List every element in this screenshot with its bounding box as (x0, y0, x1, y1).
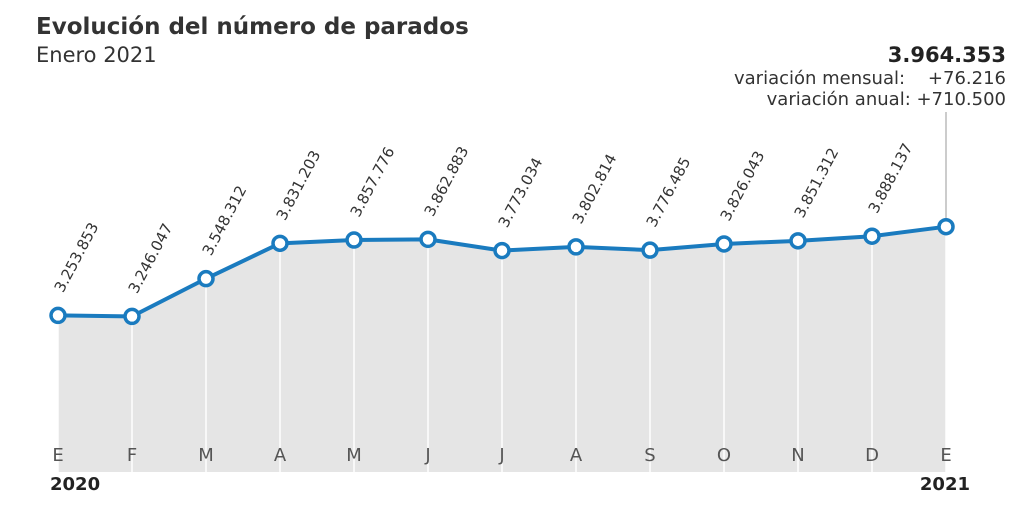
data-point (567, 238, 585, 256)
x-tick-label: D (865, 445, 879, 466)
data-point (937, 217, 955, 236)
data-label: 3.826.043 (717, 148, 769, 224)
x-tick-label: A (570, 445, 583, 466)
x-tick-label: M (198, 445, 214, 466)
x-tick-label: E (940, 445, 951, 466)
x-tick-label: E (52, 445, 63, 466)
year-label-end: 2021 (920, 474, 970, 495)
data-label: 3.831.203 (273, 147, 325, 223)
x-tick-label: J (498, 445, 504, 466)
data-point (419, 230, 437, 249)
x-tick-label: O (717, 445, 731, 466)
x-tick-label: A (274, 445, 287, 466)
chart-subtitle: Enero 2021 (36, 43, 157, 67)
data-label: 3.776.485 (643, 154, 695, 230)
data-point (863, 227, 881, 245)
annual-variation-label: variación anual: +710.500 (766, 89, 1006, 110)
year-label-start: 2020 (50, 474, 100, 495)
data-point (493, 241, 511, 260)
data-label: 3.246.047 (125, 220, 177, 296)
x-tick-label: S (644, 445, 655, 466)
latest-value-label: 3.964.353 (887, 43, 1006, 67)
data-label: 3.857.776 (347, 144, 399, 220)
data-point (789, 232, 807, 250)
data-label: 3.253.853 (51, 219, 103, 295)
data-label: 3.851.312 (791, 145, 843, 221)
data-label: 3.548.312 (199, 183, 251, 259)
data-point (271, 234, 289, 253)
x-tick-label: M (346, 445, 362, 466)
data-point (715, 235, 733, 253)
chart-title: Evolución del número de parados (36, 14, 469, 40)
data-label: 3.862.883 (421, 143, 473, 219)
data-point (197, 269, 215, 288)
data-point (123, 307, 141, 326)
data-label: 3.802.814 (569, 151, 621, 227)
monthly-variation-label: variación mensual: +76.216 (733, 68, 1006, 89)
x-tick-label: J (424, 445, 430, 466)
x-tick-label: F (127, 445, 137, 466)
data-point (641, 241, 659, 259)
x-tick-label: N (791, 445, 804, 466)
data-point (345, 231, 363, 249)
data-point (49, 306, 67, 325)
data-label: 3.888.137 (865, 140, 917, 216)
data-label: 3.773.034 (495, 155, 547, 231)
